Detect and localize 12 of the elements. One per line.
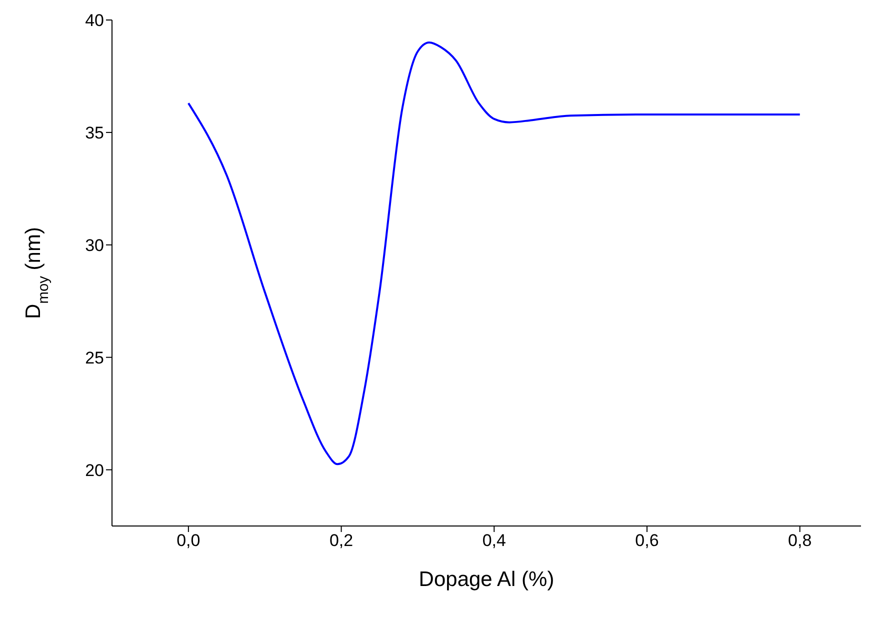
x-tick-label: 0,2 — [329, 531, 354, 550]
y-tick-label: 25 — [85, 348, 104, 368]
x-tick-label: 0,6 — [635, 531, 659, 550]
y-tick-label: 35 — [85, 123, 104, 142]
x-tick-label: 0,0 — [176, 531, 200, 550]
x-axis-title: Dopage Al (%) — [418, 568, 554, 591]
y-tick-label: 40 — [85, 11, 104, 30]
line-series — [187, 41, 801, 466]
y-tick-label: 30 — [85, 236, 104, 255]
x-tick-label: 0,4 — [482, 531, 506, 550]
y-tick-label: 20 — [85, 460, 104, 480]
x-tick-label: 0,8 — [788, 531, 812, 550]
